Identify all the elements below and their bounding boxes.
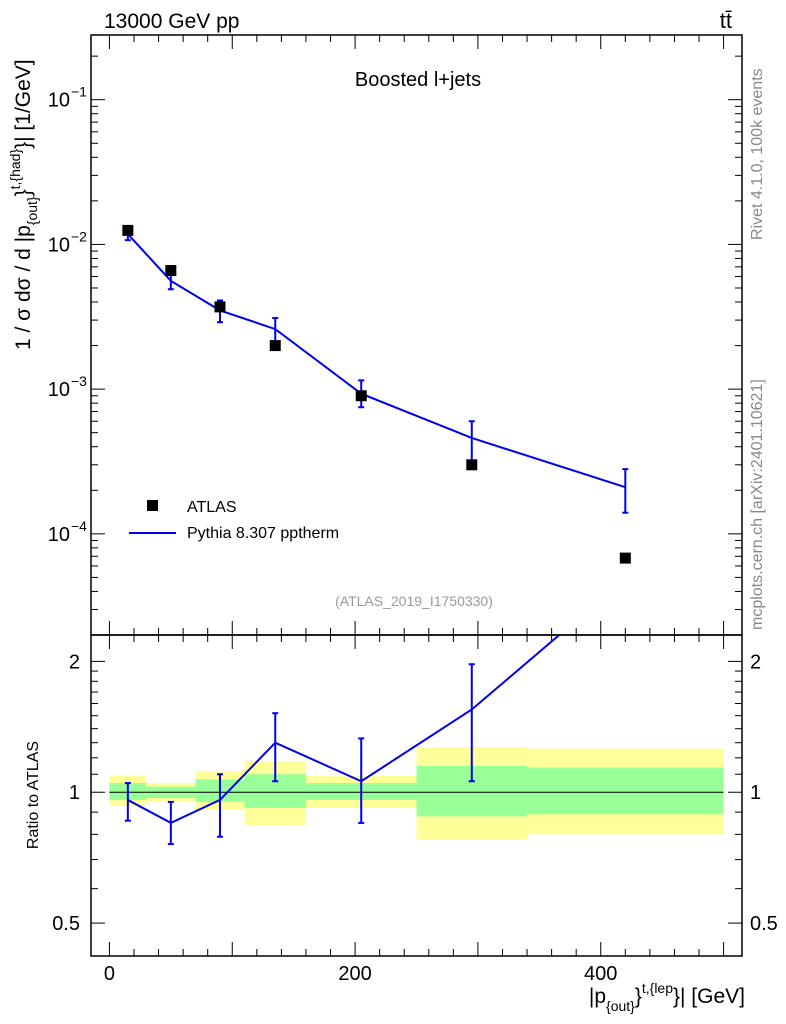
main-y-tick-exponent: −2 [71, 228, 87, 244]
ratio-plot-frame [90, 634, 743, 957]
process-label: tt̄ [720, 8, 732, 33]
main-y-tick-label: 10 [48, 524, 70, 546]
ratio-y-tick-label-right: 0.5 [750, 913, 778, 935]
ratio-x-tick-label: 200 [338, 963, 371, 985]
ratio-y-tick-label-left: 0.5 [52, 913, 80, 935]
pythia-series-line [127, 233, 626, 489]
legend-atlas-label: ATLAS [187, 499, 237, 516]
atlas-data-point [619, 552, 631, 564]
atlas-data-point [466, 459, 478, 471]
atlas-data-point [214, 301, 226, 313]
ratio-y-tick-label-right: 2 [750, 651, 761, 673]
atlas-data-point [165, 265, 177, 277]
ratio-plot-layer [91, 635, 742, 956]
main-y-tick-exponent: −3 [71, 373, 87, 389]
main-y-tick-label: 10 [48, 90, 70, 112]
ratio-y-tick-label-right: 1 [750, 782, 761, 804]
ratio-x-tick-label: 0 [104, 963, 115, 985]
ratio-green-band [527, 767, 724, 815]
atlas-data-point [269, 340, 281, 352]
ratio-y-tick-label-left: 2 [69, 651, 80, 673]
energy-label: 13000 GeV pp [104, 10, 239, 33]
ratio-y-tick-label-left: 1 [69, 782, 80, 804]
atlas-data-point [122, 224, 134, 236]
legend-atlas-marker [147, 500, 158, 511]
analysis-tag: (ATLAS_2019_I1750330) [335, 593, 493, 609]
main-y-tick-label: 10 [48, 379, 70, 401]
main-y-axis-label: 1 / σ dσ / d |p{out}}t,{had}}| [1/GeV] [7, 59, 40, 350]
ratio-x-axis-label: |p{out}}t,{lep}| [GeV] [589, 980, 745, 1014]
main-panel: Boosted l+jets (ATLAS_2019_I1750330) ATL… [7, 34, 743, 636]
rivet-label: Rivet 4.1.0, 100k events [749, 68, 766, 240]
legend-pythia-label: Pythia 8.307 pptherm [187, 525, 339, 542]
main-title: Boosted l+jets [355, 69, 481, 91]
main-plot-frame [90, 34, 743, 636]
ratio-panel: Ratio to ATLAS |p{out}}t,{lep}| [GeV] [25, 634, 745, 1014]
ratio-x-tick-label: 400 [584, 963, 617, 985]
ratio-y-axis-label: Ratio to ATLAS [25, 741, 42, 849]
main-y-tick-exponent: −4 [71, 518, 87, 534]
main-y-tick-label: 10 [48, 234, 70, 256]
mcplots-label: mcplots.cern.ch [arXiv:2401.10621] [749, 379, 766, 630]
main-y-tick-exponent: −1 [71, 84, 87, 100]
atlas-data-point [355, 390, 367, 402]
main-plot-layer [91, 35, 742, 636]
